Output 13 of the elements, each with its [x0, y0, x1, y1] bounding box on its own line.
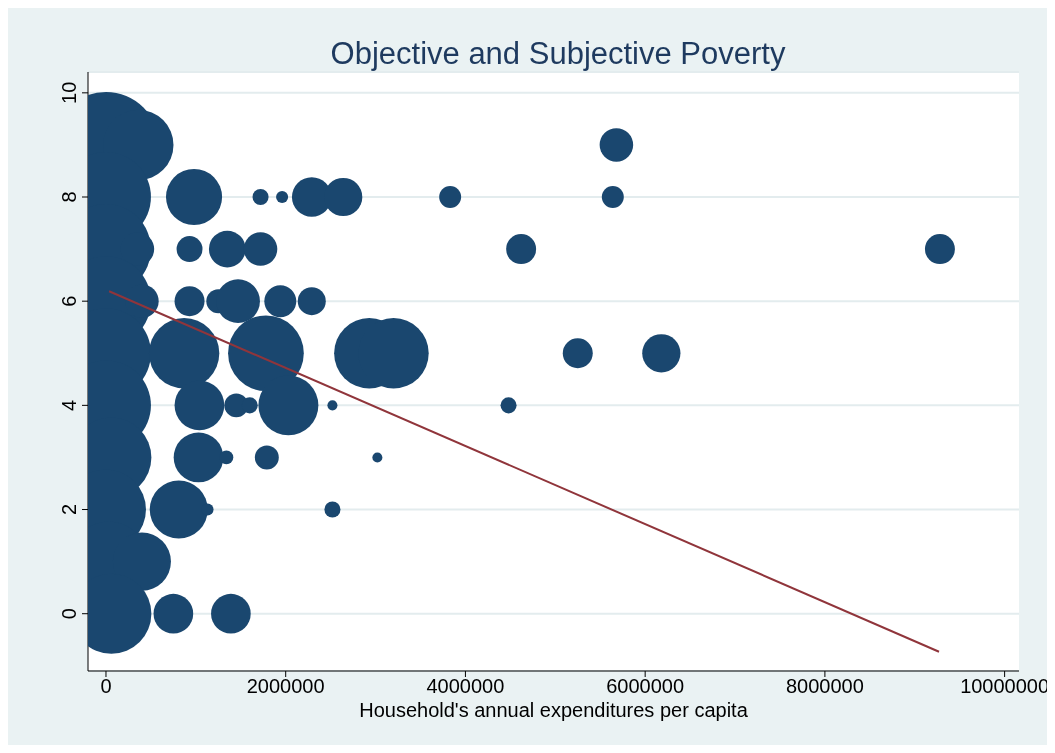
- x-tick-label: 0: [100, 675, 112, 698]
- x-tick-label: 8000000: [785, 675, 864, 698]
- chart-title: Objective and Subjective Poverty: [329, 36, 787, 72]
- x-tick-label: 4000000: [426, 675, 505, 698]
- y-tick-label: 10: [58, 81, 80, 104]
- x-tick-label: 2000000: [246, 675, 325, 698]
- y-tick-label: 6: [58, 295, 80, 307]
- y-tick-label: 8: [58, 191, 80, 203]
- y-tick-label: 2: [58, 503, 80, 516]
- y-tick-label: 4: [58, 399, 80, 411]
- y-tick-label: 0: [58, 608, 80, 620]
- x-axis-title: Household's annual expenditures per capita: [359, 699, 749, 721]
- x-tick-label: 6000000: [606, 675, 685, 698]
